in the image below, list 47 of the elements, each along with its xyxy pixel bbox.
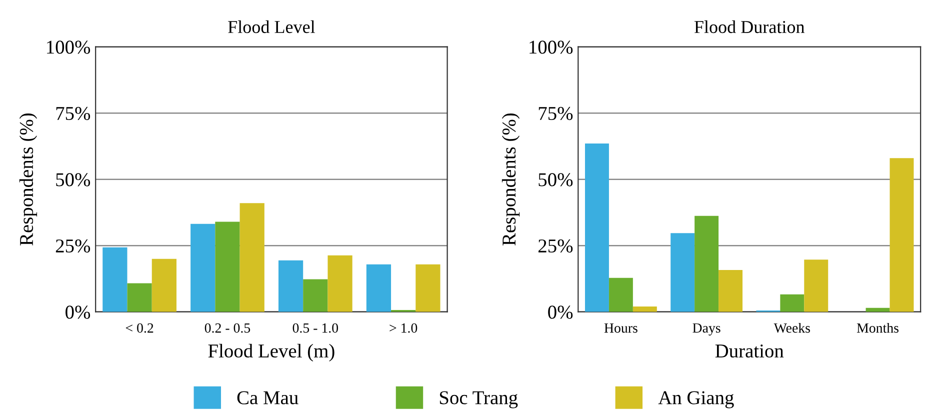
y-tick-label: 25% [538,239,573,253]
bar [328,255,352,312]
legend-label: An Giang [658,391,734,408]
bar [780,294,804,312]
x-tick-label: 0.5 - 1.0 [292,323,338,333]
bar [694,216,719,312]
y-tick-label: 100% [47,40,90,54]
bar [127,283,152,312]
x-tick-label: < 0.2 [126,323,154,333]
chart-title: Flood Level [228,20,315,34]
bar [303,279,328,312]
y-tick-label: 0% [66,306,90,319]
bar [102,247,128,312]
x-tick-label: > 1.0 [390,323,418,333]
y-tick-label: 75% [538,106,573,120]
y-tick-label: 75% [56,106,90,120]
y-tick-label: 0% [548,306,573,319]
legend-label: Soc Trang [440,391,518,408]
x-axis-title: Duration [715,344,784,358]
x-tick-label: Hours [604,323,638,333]
bar [416,264,440,312]
x-tick-label: Weeks [774,322,810,333]
bar [584,144,609,312]
bar [152,258,176,312]
bar [190,224,216,312]
bar [890,158,914,312]
x-tick-label: Months [856,322,898,333]
bar [718,270,743,312]
bar [632,306,657,312]
x-axis-title: Flood Level (m) [208,344,334,362]
y-tick-label: 25% [56,239,90,253]
y-tick-label: 100% [530,40,573,54]
y-tick-label: 50% [56,173,90,186]
y-axis-title: Respondents (%) [502,113,520,246]
chart-title: Flood Duration [694,20,805,34]
bar [366,264,392,312]
bar [215,222,240,312]
bar [240,203,264,312]
bar [278,260,304,312]
bar [608,278,633,312]
x-tick-label: Days [692,323,720,336]
y-tick-label: 50% [538,173,573,186]
x-tick-label: 0.2 - 0.5 [204,323,250,333]
legend-label: Ca Mau [237,391,298,404]
y-axis-title: Respondents (%) [19,113,38,246]
bar [670,233,695,312]
bar [804,260,828,312]
